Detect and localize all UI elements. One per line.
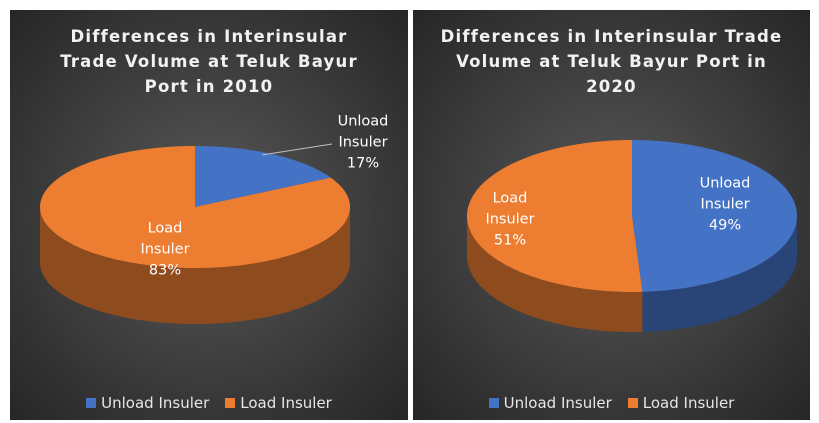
data-label-value: 51%: [493, 232, 527, 249]
chart-title: Differences in Interinsular Trade Volume…: [440, 27, 783, 96]
data-label: Unload Insuler 17%: [328, 112, 398, 175]
pie-slice: [195, 146, 331, 207]
chart-panel: Differences in Interinsular Trade Volume…: [413, 10, 810, 420]
data-label-category: Load Insuler: [485, 190, 535, 228]
chart: [40, 143, 350, 324]
legend-label: Unload Insuler: [101, 394, 210, 412]
pie-slice-side: [642, 216, 797, 332]
data-label: Load Insuler 51%: [475, 189, 545, 252]
legend-label: Load Insuler: [240, 394, 332, 412]
pie-slice: [632, 140, 797, 292]
legend-item: Load Insuler: [627, 394, 735, 412]
data-label: Unload Insuler 49%: [690, 174, 760, 237]
legend-label: Load Insuler: [642, 394, 735, 412]
data-label-value: 49%: [708, 217, 742, 234]
data-label-category: Load Insuler: [140, 220, 190, 258]
chart-title: Differences in Interinsular Trade Volume…: [60, 27, 358, 96]
pie-slice-side: [467, 216, 643, 332]
data-label-value: 83%: [148, 262, 182, 279]
chart: [467, 140, 797, 332]
data-label: Load Insuler 83%: [130, 219, 200, 282]
pie-slice: [467, 140, 643, 292]
legend-item: Unload Insuler: [86, 394, 209, 412]
legend-item: Unload Insuler: [488, 394, 612, 412]
leader-line: [261, 143, 333, 156]
legend-swatch: [86, 398, 97, 408]
legend-item: Load Insuler: [225, 394, 332, 412]
legend: Unload Insuler Load Insuler: [10, 394, 408, 412]
legend-swatch: [225, 398, 236, 408]
legend-swatch: [488, 398, 499, 408]
data-label-category: Unload Insuler: [699, 175, 751, 213]
legend-swatch: [627, 398, 638, 408]
data-label-category: Unload Insuler: [337, 113, 389, 151]
pie-slice-side: [40, 207, 350, 324]
chart-panel: Differences in Interinsular Trade Volume…: [10, 10, 408, 420]
pie-slice: [40, 146, 350, 268]
legend: Unload Insuler Load Insuler: [413, 394, 810, 412]
legend-label: Unload Insuler: [503, 394, 612, 412]
data-label-value: 17%: [346, 155, 380, 172]
